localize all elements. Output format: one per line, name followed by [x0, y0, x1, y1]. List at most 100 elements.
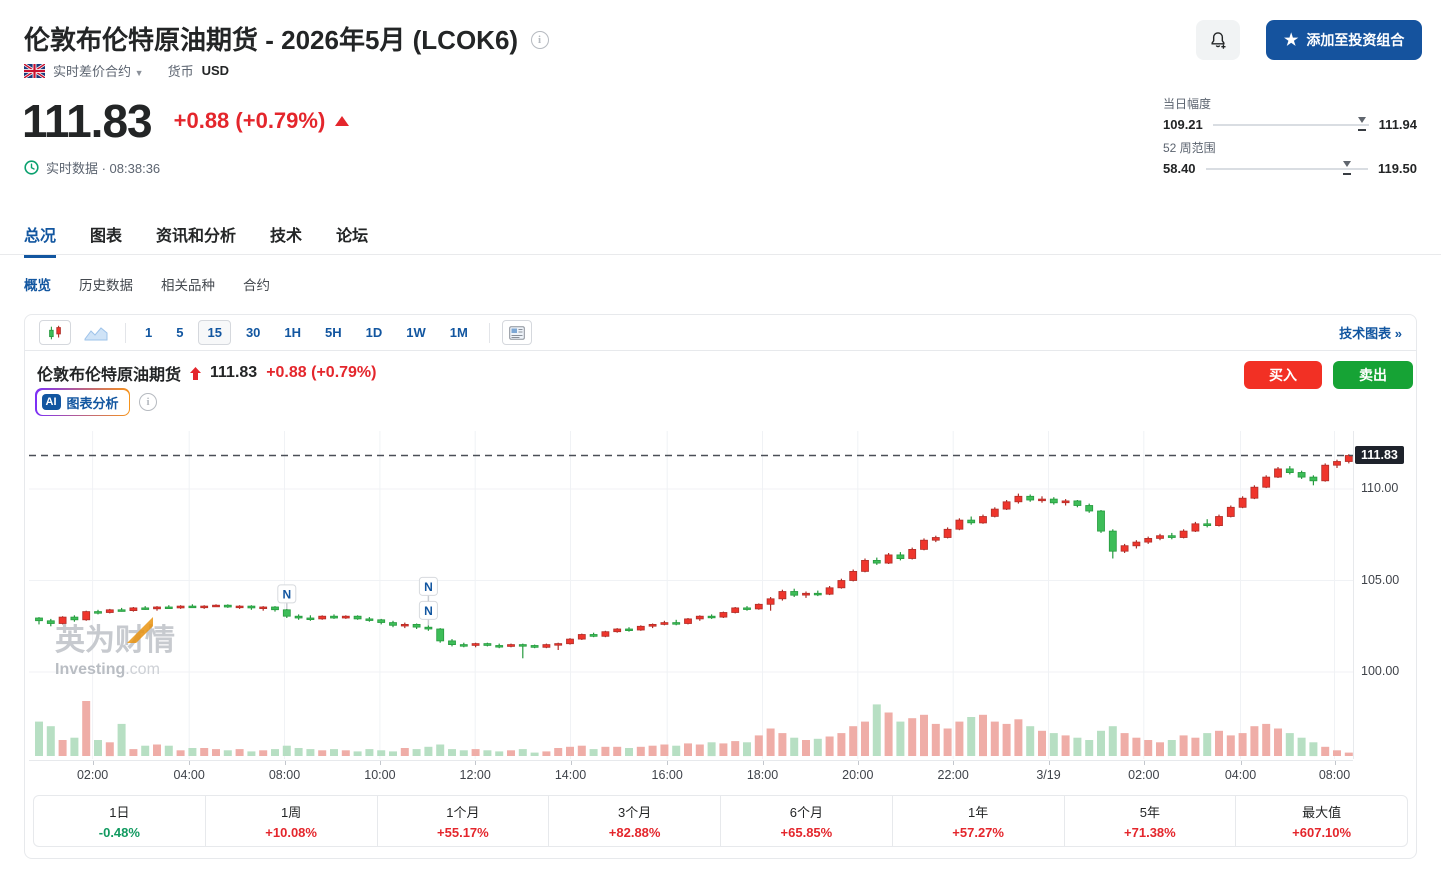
tab-forum[interactable]: 论坛 [336, 228, 369, 245]
title-info-icon[interactable]: i [530, 31, 549, 49]
time-axis-tick [953, 761, 955, 765]
perf-cell-1个月[interactable]: 1个月 +55.17% [378, 796, 550, 846]
ai-chart-analysis-button[interactable]: AI 图表分析 [35, 388, 131, 416]
svg-text:N: N [282, 587, 291, 601]
candlestick-chart-type-button[interactable] [39, 320, 71, 345]
perf-period-label: 5年 [1139, 805, 1160, 820]
chart-last-price: 111.83 [210, 364, 258, 381]
area-chart-icon [84, 326, 108, 340]
perf-period-label: 1日 [109, 805, 130, 820]
page-header-row: 伦敦布伦特原油期货 - 2026年5月 (LCOK6) i [24, 20, 549, 57]
time-axis-tick [189, 761, 191, 765]
time-axis-tick [379, 761, 381, 765]
perf-cell-1周[interactable]: 1周 +10.08% [206, 796, 378, 846]
time-axis-label: 02:00 [76, 768, 109, 782]
price-axis[interactable]: 110.00 105.00 100.00 111.83 [1353, 431, 1416, 759]
sell-button[interactable]: 卖出 [1333, 361, 1413, 389]
price-axis-label: 105.00 [1361, 572, 1400, 587]
interval-5[interactable]: 5 [176, 325, 184, 340]
time-axis-label: 18:00 [746, 768, 779, 782]
time-axis-tick [1240, 761, 1242, 765]
week52-range-track [1205, 160, 1368, 175]
time-axis-label: 08:00 [1318, 768, 1351, 782]
time-axis-tick [92, 761, 94, 765]
subtab-related[interactable]: 相关品种 [161, 278, 215, 293]
time-axis-tick [475, 761, 477, 765]
perf-period-label: 1年 [968, 805, 989, 820]
perf-period-label: 6个月 [789, 805, 823, 820]
perf-value: +82.88% [608, 825, 661, 840]
perf-value: +65.85% [780, 825, 833, 840]
week52-range-low: 58.40 [1163, 161, 1196, 176]
perf-value: +55.17% [437, 825, 489, 840]
instrument-meta-row: 实时差价合约 ▼ 货币 USD [24, 61, 229, 80]
instrument-type-dropdown[interactable]: 实时差价合约 ▼ [53, 64, 144, 79]
day-range-low: 109.21 [1163, 117, 1203, 132]
interval-15[interactable]: 15 [198, 320, 231, 345]
perf-cell-1年[interactable]: 1年 +57.27% [893, 796, 1065, 846]
interval-1D[interactable]: 1D [365, 325, 383, 340]
interval-1M[interactable]: 1M [449, 325, 468, 340]
price-axis-label: 110.00 [1361, 481, 1399, 495]
buy-button[interactable]: 买入 [1244, 361, 1322, 389]
ai-row: AI 图表分析 i [35, 388, 158, 416]
subtab-profile[interactable]: 概览 [24, 278, 51, 293]
clock-icon [24, 160, 39, 175]
time-axis-tick [1143, 761, 1145, 765]
day-range-track [1212, 116, 1369, 131]
tab-technical[interactable]: 技术 [270, 228, 303, 245]
time-axis-tick [1334, 761, 1336, 765]
interval-30[interactable]: 30 [245, 325, 261, 340]
interval-1H[interactable]: 1H [284, 325, 302, 340]
time-axis-label: 20:00 [842, 768, 874, 782]
day-range-label: 当日幅度 [1163, 97, 1212, 111]
candlestick-icon [49, 325, 61, 339]
chart-layout-button[interactable] [501, 320, 532, 345]
interval-5H[interactable]: 5H [325, 325, 342, 340]
svg-text:N: N [424, 580, 433, 594]
technical-chart-link[interactable]: 技术图表 » [1339, 326, 1402, 341]
add-to-portfolio-button[interactable]: ★ 添加至投资组合 [1266, 20, 1423, 60]
price-change: +0.88 (+0.79%) [174, 108, 350, 134]
price-axis-label: 100.00 [1361, 664, 1400, 678]
price-up-arrow-icon [190, 366, 202, 380]
subtab-historical-data[interactable]: 历史数据 [79, 278, 133, 293]
day-range-high: 111.94 [1378, 117, 1417, 132]
interval-1W[interactable]: 1W [406, 325, 426, 340]
chart-card: 1 5 15 30 1H 5H 1D 1W 1M 技术图表 » 伦敦布伦特原油期货 111. [24, 314, 1417, 859]
ai-badge-icon: AI [41, 394, 61, 410]
tab-chart[interactable]: 图表 [90, 228, 123, 245]
price-row: 111.83 +0.88 (+0.79%) [22, 94, 350, 148]
interval-1[interactable]: 1 [145, 325, 153, 340]
perf-cell-3个月[interactable]: 3个月 +82.88% [549, 796, 721, 846]
performance-strip: 1日 -0.48% 1周 +10.08% 1个月 +55.17% 3个月 +82.88% 6个月… [33, 795, 1408, 847]
toolbar-separator [125, 322, 126, 343]
perf-cell-最大值[interactable]: 最大值 +607.10% [1236, 796, 1407, 846]
uk-flag-icon [24, 63, 45, 78]
tab-news-analysis[interactable]: 资讯和分析 [156, 228, 237, 245]
sub-tabs: 概览 历史数据 相关品种 合约 [24, 274, 298, 294]
chart-toolbar: 1 5 15 30 1H 5H 1D 1W 1M 技术图表 » [25, 315, 1416, 351]
time-axis-tick [762, 761, 764, 765]
perf-cell-5年[interactable]: 5年 +71.38% [1065, 796, 1237, 846]
area-chart-type-button[interactable] [77, 320, 115, 345]
time-axis-label: 3/19 [1036, 768, 1061, 782]
time-axis[interactable]: 02:00 04:00 08:00 10:00 12:00 14:00 16:00 18:00… [29, 760, 1353, 789]
time-axis-tick [284, 761, 286, 765]
chart-instrument-name: 伦敦布伦特原油期货 [37, 367, 182, 384]
chart-price-change: +0.88 (+0.79%) [266, 364, 377, 381]
perf-cell-1日[interactable]: 1日 -0.48% [34, 796, 206, 846]
perf-cell-6个月[interactable]: 6个月 +65.85% [721, 796, 893, 846]
time-axis-label: 08:00 [268, 768, 301, 782]
bell-plus-icon [1211, 32, 1226, 49]
tab-overview[interactable]: 总况 [24, 222, 57, 258]
perf-value: +57.27% [952, 825, 1004, 840]
ai-info-icon[interactable]: i [139, 393, 158, 411]
realtime-row: 实时数据 · 08:38:36 [24, 158, 160, 177]
star-icon: ★ [1284, 32, 1299, 49]
week52-range-block: 52 周范围 58.40 119.50 [1163, 139, 1417, 176]
create-alert-button[interactable] [1196, 20, 1240, 60]
subtab-contracts[interactable]: 合约 [243, 278, 270, 293]
